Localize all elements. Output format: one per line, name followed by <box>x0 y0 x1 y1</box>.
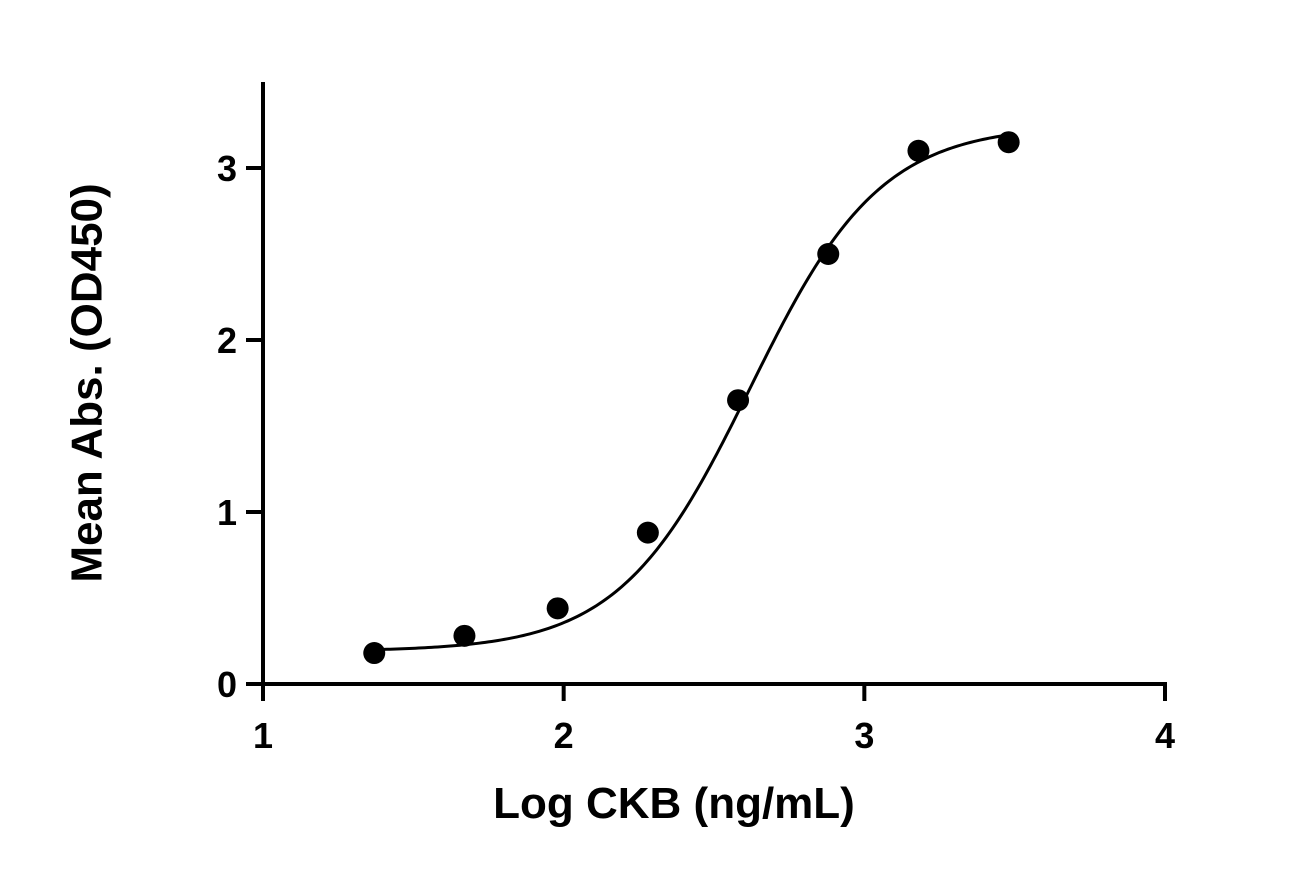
y-ticks: 0 1 2 3 <box>217 148 263 705</box>
fit-curve <box>374 133 1009 652</box>
x-tick-label: 2 <box>554 715 574 756</box>
x-axis-title: Log CKB (ng/mL) <box>493 779 855 828</box>
data-point <box>907 139 930 162</box>
data-point <box>997 131 1020 154</box>
y-tick-label: 3 <box>217 148 237 189</box>
data-point <box>453 624 476 647</box>
x-tick-label: 4 <box>1155 715 1175 756</box>
data-point <box>727 389 750 412</box>
y-tick-label: 0 <box>217 664 237 705</box>
y-tick-label: 1 <box>217 492 237 533</box>
data-point <box>546 597 569 620</box>
y-tick-label: 2 <box>217 320 237 361</box>
x-ticks: 1 2 3 4 <box>253 684 1175 756</box>
y-axis-title: Mean Abs. (OD450) <box>63 183 112 582</box>
x-tick-label: 3 <box>854 715 874 756</box>
x-tick-label: 1 <box>253 715 273 756</box>
data-points <box>363 131 1020 665</box>
data-point <box>363 642 386 665</box>
data-point <box>636 521 659 544</box>
data-point <box>817 243 840 265</box>
